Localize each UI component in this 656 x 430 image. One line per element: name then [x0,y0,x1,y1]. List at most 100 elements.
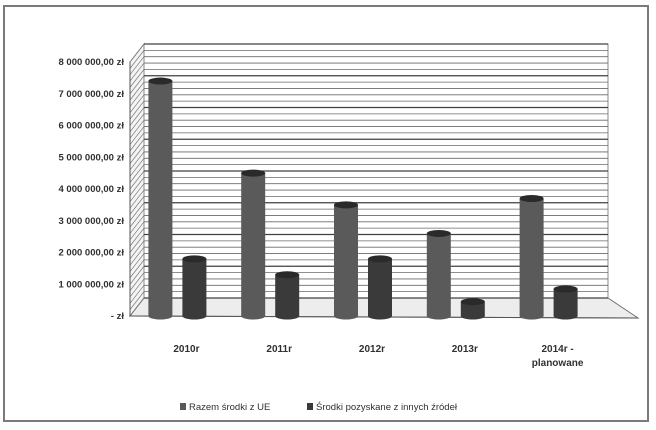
bar-base [275,312,300,320]
side-gridline [129,75,145,94]
side-gridline [129,177,145,196]
side-gridline [129,69,145,88]
side-gridline [129,100,145,120]
legend-label: Środki pozyskane z innych źródeł [316,401,458,413]
bar-body [426,233,451,316]
bar-base [241,312,266,320]
x-tick-label: 2011r [266,344,292,355]
bar-top [241,169,266,177]
side-gridline [129,234,145,253]
y-tick-label: 5 000 000,00 zł [59,152,125,163]
side-gridline [129,183,145,202]
bar-body [148,81,173,316]
bar-base [426,312,451,320]
y-tick-label: 2 000 000,00 zł [59,248,125,259]
side-gridline [129,139,145,158]
bar [182,255,207,320]
side-gridline [129,107,145,126]
side-gridline [129,145,145,164]
legend-label: Razem środki z UE [189,402,270,413]
side-gridline [129,88,145,107]
bar-top [275,271,300,279]
bar-body [241,173,266,316]
side-gridline [129,119,145,139]
bar [148,77,173,320]
x-tick-label: planowane [532,358,584,369]
legend-swatch [307,403,313,410]
side-gridline [129,94,145,114]
side-gridline [129,196,145,215]
side-gridline [129,259,145,279]
bar [460,298,485,320]
side-gridline [129,158,145,177]
bar-base [148,312,173,320]
x-tick-label: 2013r [452,344,478,355]
bar-body [368,258,392,316]
bar-top [148,77,173,85]
bar-top [460,298,485,306]
bar-top [368,255,392,263]
legend-swatch [180,403,186,410]
bar-base [460,312,485,320]
bar [241,169,266,320]
bar-body [460,301,485,316]
x-tick-label: 2012r [359,344,385,355]
bar-base [519,312,544,320]
side-gridline [129,62,145,82]
side-gridline [129,151,145,171]
bar-body [334,204,358,316]
bar [334,201,358,320]
side-gridline [129,189,145,209]
side-gridline [129,50,145,69]
y-tick-label: 7 000 000,00 zł [59,89,125,100]
bar [553,285,578,320]
side-gridline [129,164,145,183]
side-gridline [129,208,145,228]
side-gridline [129,266,145,285]
bar-base [334,312,358,320]
bar-top [519,195,544,203]
side-gridline [129,170,145,190]
bar-top [426,229,451,237]
x-tick-label: 2014r - [541,344,573,355]
side-gridline [129,246,145,266]
side-gridline [129,215,145,234]
bar-top [334,201,358,209]
bar-base [182,312,207,320]
bar [519,195,544,320]
bar-base [368,312,392,320]
bar-body [519,198,544,316]
side-gridline [129,126,145,145]
bar [426,229,451,320]
bar [368,255,392,320]
side-gridline [129,297,145,317]
y-tick-label: - zł [111,311,125,322]
side-gridline [129,132,145,152]
side-gridline [129,81,145,101]
y-tick-label: 3 000 000,00 zł [59,216,125,227]
side-gridline [129,221,145,241]
side-gridline [129,253,145,272]
bar [275,271,300,320]
bar-base [553,312,578,320]
side-gridline [129,113,145,133]
y-tick-label: 6 000 000,00 zł [59,121,125,132]
bar-top [553,285,578,293]
y-tick-label: 4 000 000,00 zł [59,184,125,195]
side-gridline [129,240,145,260]
bar-top [182,255,207,263]
side-gridline [129,278,145,298]
bar-body [275,274,300,316]
x-tick-label: 2010r [173,344,199,355]
bar-body [553,289,578,316]
side-gridline [129,43,145,63]
side-gridline [129,227,145,247]
side-gridline [129,56,145,75]
y-tick-label: 1 000 000,00 zł [59,279,125,290]
side-gridline [129,291,145,310]
y-tick-label: 8 000 000,00 zł [59,57,125,68]
side-gridline [129,202,145,221]
side-gridline [129,272,145,291]
side-gridline [129,285,145,304]
